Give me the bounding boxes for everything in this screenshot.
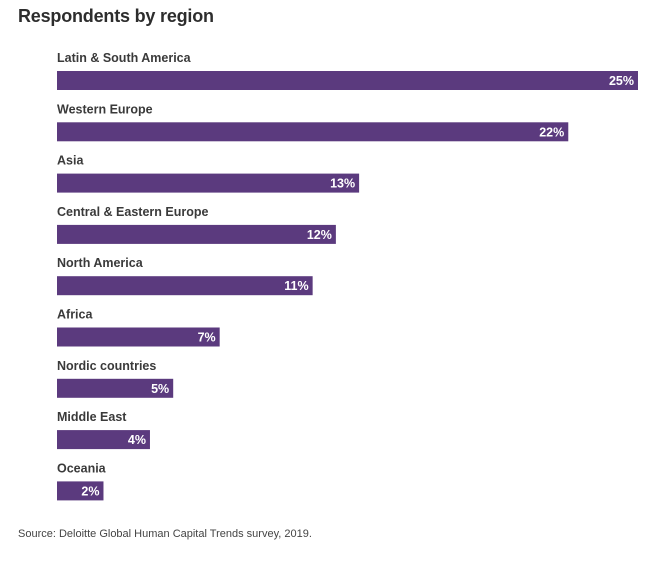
data-label: 4% <box>128 433 146 447</box>
bar <box>57 71 638 90</box>
bar <box>57 173 360 193</box>
chart-title: Respondents by region <box>18 6 214 26</box>
bar <box>57 327 220 347</box>
data-label: 22% <box>539 125 564 139</box>
bar <box>57 276 313 296</box>
bar <box>57 224 336 244</box>
data-label: 25% <box>609 74 634 88</box>
category-label: Central & Eastern Europe <box>57 205 208 219</box>
category-label: Nordic countries <box>57 359 156 373</box>
bar <box>57 122 569 142</box>
category-label: Asia <box>57 154 84 168</box>
data-label: 5% <box>151 382 169 396</box>
data-label: 11% <box>284 279 308 293</box>
category-label: Middle East <box>57 410 127 424</box>
bar <box>57 481 104 501</box>
bar-chart: Latin & South America 25% Western Europe 22… <box>57 51 638 501</box>
category-label: Africa <box>57 308 93 322</box>
data-label: 2% <box>81 484 99 498</box>
category-label: Oceania <box>57 461 107 475</box>
category-label: Western Europe <box>57 102 153 116</box>
bar <box>57 378 174 398</box>
data-label: 13% <box>330 177 355 191</box>
bar <box>57 430 150 450</box>
data-label: 12% <box>307 228 332 242</box>
category-label: Latin & South America <box>57 51 192 65</box>
data-label: 7% <box>198 331 216 345</box>
category-label: North America <box>57 256 144 270</box>
source-note: Source: Deloitte Global Human Capital Tr… <box>18 528 312 540</box>
